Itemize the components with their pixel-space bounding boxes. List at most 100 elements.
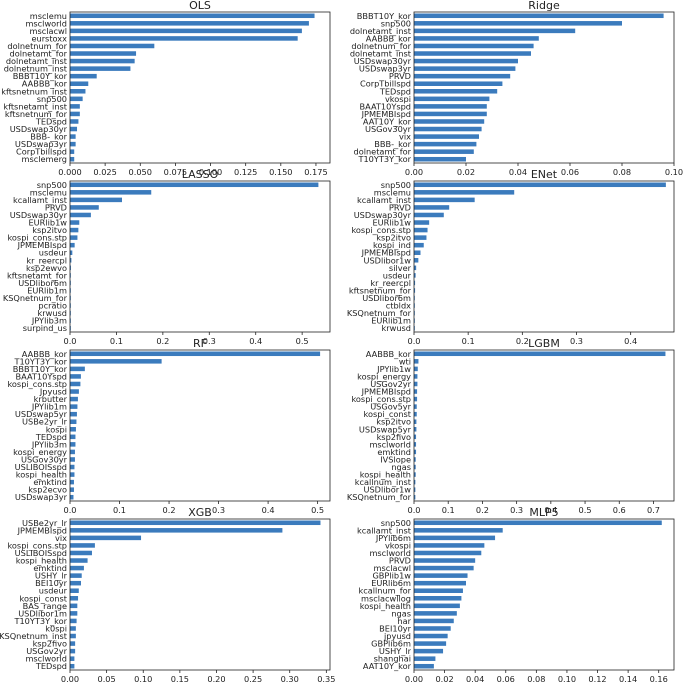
- x-tick-label: 0.30: [281, 674, 299, 684]
- bar-bas-range: [70, 603, 78, 609]
- category-label: kftsnetnum_for: [5, 109, 68, 119]
- bar-kospi-cons-stp: [70, 543, 95, 548]
- bar-kospi-cons-stp: [414, 396, 418, 402]
- bar-dolnetnum-for: [70, 43, 155, 49]
- bar-kospi-health: [70, 472, 75, 477]
- bar-msclacwl: [70, 28, 302, 34]
- bar-t10yt3y-kor: [70, 618, 77, 624]
- bar-ksp2itvo: [414, 419, 417, 424]
- x-tick-label: 0.5: [311, 505, 324, 515]
- bar-corptbillspd: [414, 81, 503, 86]
- bar-kr-reercpl: [70, 258, 72, 263]
- category-label: dolnetamt_for: [10, 49, 68, 59]
- x-tick-label: 0.14: [619, 674, 637, 684]
- category-label: vkospi: [385, 540, 411, 550]
- bar-prvd: [70, 205, 99, 210]
- panel-xgb: XGB USBe2yr_lrJPMEMBIspdvixkospi_cons.stp…: [0, 506, 335, 684]
- bar-kcallnum-for: [414, 588, 463, 593]
- x-tick-label: 0.5: [296, 336, 309, 346]
- bar-kospi-ind: [414, 242, 424, 248]
- x-tick-label: 0.04: [509, 167, 527, 177]
- category-label: T10YT3Y_kor: [13, 356, 67, 366]
- category-label: USDlibor6m: [18, 278, 67, 288]
- bar-snp500: [70, 182, 319, 188]
- x-tick-label: 0.125: [234, 167, 257, 177]
- bar-baat10yspd: [414, 104, 487, 109]
- bar-jpyusd: [70, 389, 79, 394]
- x-tick-label: 0.3: [510, 505, 523, 515]
- bar-ksp2itvo: [70, 227, 79, 233]
- bar-usdswap5yr: [70, 411, 77, 417]
- category-label: USGov2yr: [370, 379, 411, 389]
- bar-prvd: [414, 73, 511, 79]
- x-tick-label: 0.7: [647, 505, 660, 515]
- category-label: JPYlib6m: [375, 533, 411, 543]
- bar-aabbb-kor: [70, 81, 89, 86]
- bar-eurlib6m: [414, 580, 466, 586]
- bar-eurlib1w: [70, 220, 80, 225]
- panel-title: LASSO: [182, 168, 219, 181]
- bar-kcallamt-inst: [414, 528, 503, 533]
- bar-kcallamt-inst: [414, 197, 475, 203]
- category-label: BBB-_kor: [30, 132, 67, 142]
- category-label: USDswap3yr: [15, 139, 68, 149]
- x-tick-label: 0.1: [442, 505, 455, 515]
- bar-kospi-energy: [70, 449, 75, 455]
- bar-dolnetamt-inst: [414, 28, 576, 34]
- bar-msclworld: [70, 21, 309, 26]
- category-label: dolnetnum_for: [351, 41, 411, 51]
- category-label: kcallamt_inst: [13, 195, 68, 205]
- plot-frame: [413, 518, 675, 671]
- bar-dolnetamt-for: [414, 149, 474, 154]
- bar-usdswap30yr: [414, 212, 444, 218]
- panel-title: MLP5: [529, 506, 558, 519]
- category-label: EURlib1w: [28, 218, 67, 228]
- panel-ols: OLSmsclemumsclworldmsclacwleurstoxxdolne…: [1, 0, 331, 177]
- category-label: shanghai: [374, 654, 411, 664]
- category-label: dolnetnum_for: [7, 41, 67, 51]
- category-label: kcallamt_inst: [357, 195, 412, 205]
- bar-usdlibor1m: [70, 611, 78, 616]
- x-tick-label: 0.5: [579, 505, 592, 515]
- plot-frame: [413, 180, 675, 333]
- bar-t10yt3y-kor: [70, 359, 162, 364]
- x-tick-label: 0.16: [650, 674, 668, 684]
- bar-usgov30yr: [414, 126, 482, 132]
- category-label: kospi_const: [364, 409, 412, 419]
- panel-title: Ridge: [528, 0, 560, 12]
- category-label: PRVD: [389, 556, 411, 566]
- bar-eurlib1w: [414, 220, 430, 225]
- bar-kftsnetamt-inst: [70, 104, 80, 109]
- bar-ksqnetnum-for: [414, 494, 416, 500]
- category-label: ksp2itvo: [376, 417, 411, 427]
- category-label: kospi_health: [360, 470, 411, 480]
- category-label: KSQnetnum_inst: [0, 631, 68, 641]
- category-label: TEDspd: [35, 116, 67, 126]
- x-tick-label: 0.2: [163, 505, 176, 515]
- panel-title: XGB: [188, 506, 212, 519]
- category-label: kospi_ind: [373, 240, 411, 250]
- category-label: T10YT3Y_kor: [13, 616, 67, 626]
- panel-lgbm: LGBMAABBB_korwtiJPYlib1wkospi_energyUSGo…: [347, 337, 675, 515]
- category-label: USHY_lr: [35, 571, 68, 581]
- category-label: TEDspd: [379, 86, 411, 96]
- category-label: msclacwl: [373, 563, 411, 573]
- bar-bbbt10y-kor: [414, 13, 664, 19]
- bar-usgov2yr: [70, 648, 76, 654]
- panel-title: LGBM: [528, 337, 560, 350]
- category-label: JPMEMBIspd: [17, 525, 67, 535]
- x-tick-label: 0.3: [570, 336, 583, 346]
- category-label: ksp2itvo: [32, 225, 67, 235]
- bar-bei10yr: [70, 580, 81, 586]
- category-label: kospi_energy: [357, 371, 411, 381]
- bar-kospi-energy: [414, 374, 418, 379]
- category-label: USGov30yr: [21, 454, 68, 464]
- bar-msclacwllog: [414, 596, 462, 601]
- bar-bbbt10y-kor: [70, 366, 85, 372]
- category-label: USBe2yr_lr: [22, 417, 68, 427]
- bar-msclemu: [70, 13, 315, 19]
- bar-tedspd: [414, 89, 498, 94]
- category-label: JPYlib1m: [31, 402, 67, 412]
- category-label: EURlib1m: [371, 316, 411, 326]
- bar-eurstoxx: [70, 36, 298, 41]
